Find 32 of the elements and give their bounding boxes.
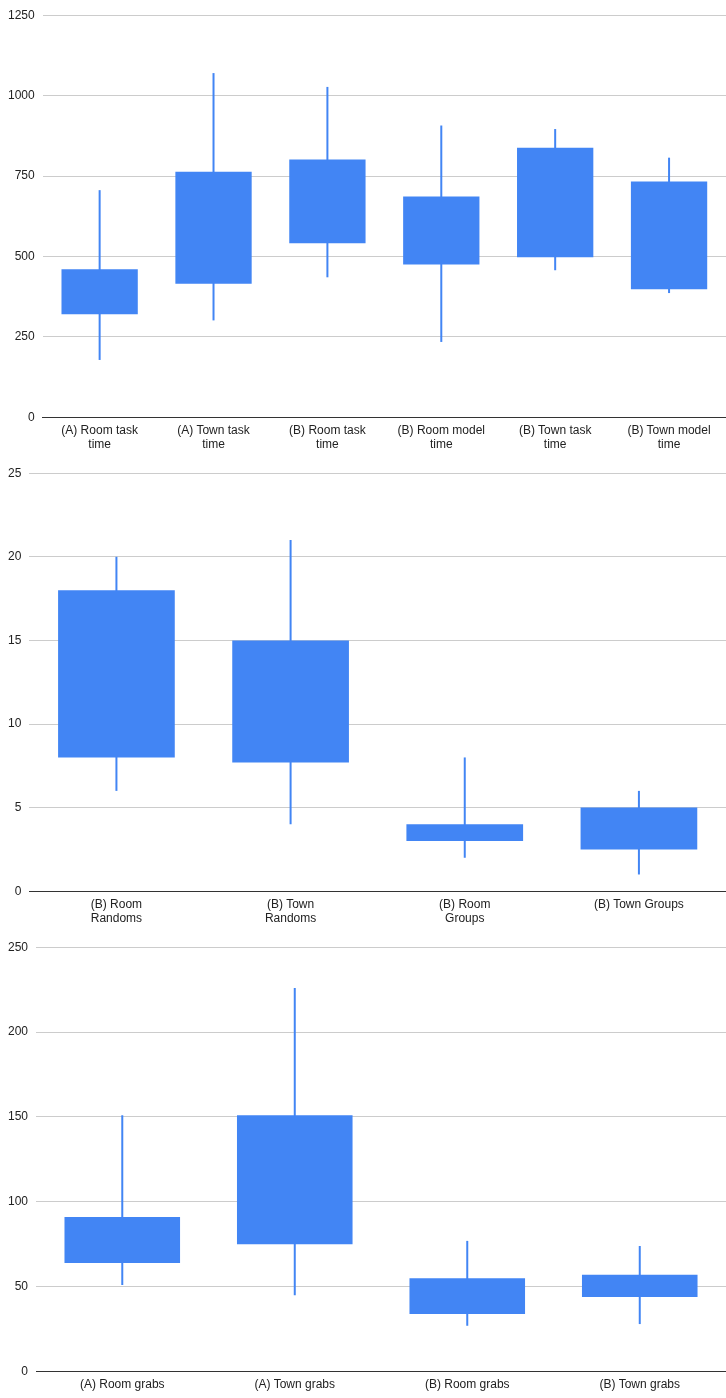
x-tick-label: (B) Town Groups [594, 896, 684, 911]
y-tick-label: 100 [7, 1194, 29, 1209]
x-tick-label: (B) Town model time [627, 422, 711, 452]
y-tick-label: 1250 [7, 7, 36, 22]
x-tick-label: (B) Room Randoms [90, 896, 143, 926]
y-tick-label: 1000 [7, 87, 36, 102]
x-tick-label: (B) Town grabs [599, 1377, 680, 1392]
y-tick-label: 200 [7, 1024, 29, 1039]
y-tick-label: 500 [14, 248, 36, 263]
y-tick-label: 150 [7, 1109, 29, 1124]
y-tick-label: 50 [14, 1279, 29, 1294]
y-tick-label: 5 [14, 799, 22, 814]
x-tick-label: (B) Town task time [518, 422, 593, 452]
y-tick-label: 250 [7, 939, 29, 954]
y-tick-label: 250 [14, 329, 36, 344]
y-tick-label: 0 [21, 1363, 29, 1378]
y-tick-label: 15 [7, 632, 22, 647]
x-tick-label: (A) Town grabs [254, 1377, 336, 1392]
x-tick-label: (A) Town task time [177, 422, 251, 452]
x-tick-label: (B) Room model time [397, 422, 485, 452]
y-tick-label: 0 [14, 883, 22, 898]
y-tick-label: 10 [7, 716, 22, 731]
x-tick-label: (B) Town Randoms [264, 896, 317, 926]
x-tick-label: (A) Room grabs [79, 1377, 165, 1392]
y-tick-label: 0 [28, 409, 36, 424]
x-tick-label: (B) Room grabs [424, 1377, 510, 1392]
y-tick-label: 20 [7, 549, 22, 564]
x-tick-label: (B) Room task time [289, 422, 367, 452]
x-tick-label: (A) Room task time [61, 422, 139, 452]
y-tick-label: 25 [7, 465, 22, 480]
x-tick-label: (B) Room Groups [439, 896, 491, 926]
y-tick-label: 750 [14, 168, 36, 183]
